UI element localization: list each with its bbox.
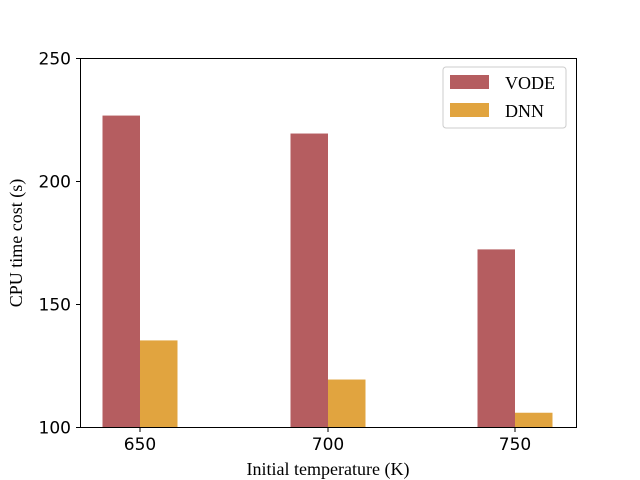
legend-swatch-dnn <box>450 103 489 117</box>
legend-label-dnn: DNN <box>505 101 544 121</box>
legend-label-vode: VODE <box>505 73 555 93</box>
bar-dnn-750 <box>515 412 553 428</box>
x-axis: 650 700 750 <box>124 427 531 455</box>
bars <box>102 115 553 428</box>
y-tick-label: 200 <box>39 173 71 193</box>
bar-vode-750 <box>477 249 515 428</box>
x-tick-label: 700 <box>312 435 344 455</box>
bar-dnn-700 <box>328 379 366 428</box>
y-tick-label: 150 <box>39 296 71 316</box>
y-axis-label: CPU time cost (s) <box>6 179 27 308</box>
y-tick-label: 100 <box>39 419 71 439</box>
x-axis-label: Initial temperature (K) <box>247 459 410 480</box>
legend: VODE DNN <box>442 66 567 129</box>
bar-dnn-650 <box>140 340 178 428</box>
bar-vode-700 <box>290 133 328 428</box>
y-tick-label: 250 <box>39 50 71 70</box>
x-tick-label: 750 <box>499 435 531 455</box>
bar-vode-650 <box>102 115 140 428</box>
y-axis: 100 150 200 250 <box>39 50 81 439</box>
x-tick-label: 650 <box>124 435 156 455</box>
legend-swatch-vode <box>450 75 489 89</box>
